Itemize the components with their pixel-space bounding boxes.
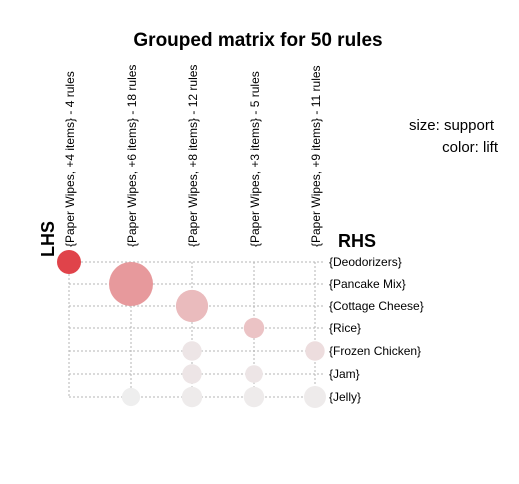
rhs-item-label: {Deodorizers}: [329, 255, 402, 269]
rule-point: [243, 386, 265, 408]
legend-color-label: color: lift: [442, 139, 499, 156]
rule-point: [175, 289, 209, 323]
rhs-item-label: {Jam}: [329, 367, 360, 381]
rule-point: [245, 365, 263, 383]
rule-point: [57, 250, 81, 274]
rule-point: [182, 341, 202, 361]
rhs-axis-title: RHS: [338, 231, 376, 251]
rule-points: [57, 250, 326, 408]
rule-point: [305, 341, 325, 361]
rule-point: [121, 387, 141, 407]
lhs-group-label: {Paper Wipes, +9 items} - 11 rules: [309, 65, 323, 247]
rhs-labels: {Deodorizers} {Pancake Mix} {Cottage Chees…: [329, 255, 424, 404]
rule-point: [109, 262, 153, 306]
lhs-axis-title: LHS: [38, 221, 58, 257]
lhs-group-label: {Paper Wipes, +3 items} - 5 rules: [248, 71, 262, 247]
lhs-labels: {Paper Wipes, +4 items} - 4 rules {Paper …: [63, 65, 323, 247]
rhs-item-label: {Jelly}: [329, 390, 361, 404]
lhs-group-label: {Paper Wipes, +8 items} - 12 rules: [186, 65, 200, 247]
chart-title: Grouped matrix for 50 rules: [133, 30, 382, 51]
lhs-group-label: {Paper Wipes, +6 items} - 18 rules: [125, 65, 139, 247]
rule-point: [304, 386, 326, 408]
rhs-item-label: {Rice}: [329, 321, 361, 335]
rule-point: [181, 386, 203, 408]
rule-point: [182, 364, 202, 384]
rhs-item-label: {Frozen Chicken}: [329, 344, 421, 358]
rhs-item-label: {Cottage Cheese}: [329, 299, 424, 313]
rule-point: [243, 317, 265, 339]
legend-size-label: size: support: [409, 117, 495, 134]
rhs-item-label: {Pancake Mix}: [329, 277, 406, 291]
lhs-group-label: {Paper Wipes, +4 items} - 4 rules: [63, 71, 77, 247]
